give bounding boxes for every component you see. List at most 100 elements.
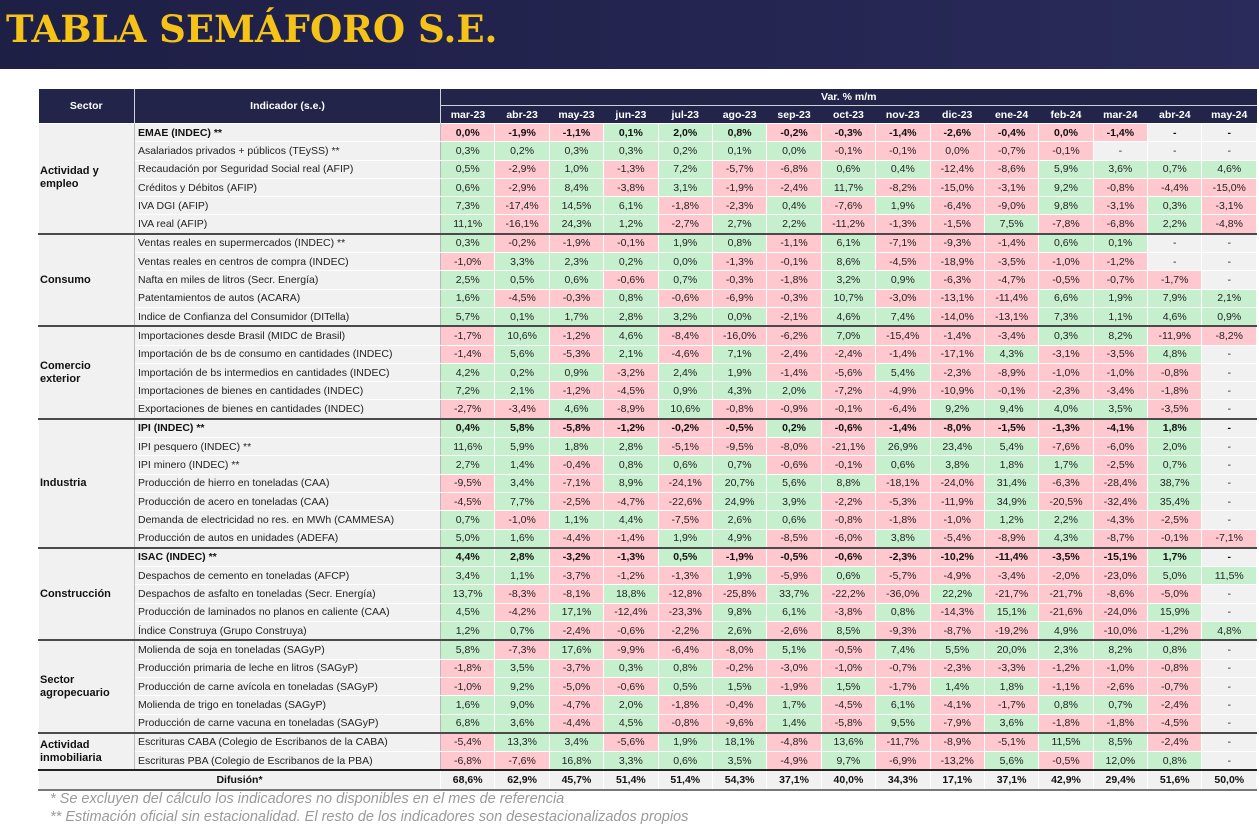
value-cell: -4,8% <box>766 731 822 753</box>
table-row: Escrituras PBA (Colegio de Escribanos de… <box>39 751 1258 771</box>
value-cell: 0,1% <box>1092 232 1149 254</box>
diffusion-row: Difusión* 68,6% 62,9% 45,7% 51,4% 51,4% 54,3% 3… <box>38 769 1258 792</box>
value-cell: 7,9% <box>1147 288 1203 308</box>
value-cell: 0,1% <box>711 141 768 161</box>
value-cell: -0,6% <box>766 455 822 475</box>
value-cell: -3,1% <box>983 177 1040 198</box>
value-cell: - <box>1201 141 1258 161</box>
value-cell: -0,7% <box>1092 270 1149 290</box>
table-row: Producción de acero en toneladas (CAA) -4… <box>39 491 1258 512</box>
value-cell: -0,8% <box>1092 177 1149 198</box>
month-header: feb-24 <box>1038 105 1094 124</box>
value-cell: 0,7% <box>439 510 496 530</box>
value-cell: -0,3% <box>711 270 768 290</box>
value-cell: -7,3% <box>494 639 550 660</box>
value-cell: 3,8% <box>875 528 931 549</box>
value-cell: 2,4% <box>657 362 713 383</box>
value-cell: -1,8% <box>657 196 713 216</box>
value-cell: - <box>1201 584 1258 604</box>
value-cell: -5,3% <box>875 491 931 512</box>
value-cell: 1,1% <box>548 510 605 530</box>
sector-label: Consumo <box>38 232 135 327</box>
value-cell: -0,8% <box>820 510 877 530</box>
value-cell: -2,3% <box>875 546 931 568</box>
value-cell: -6,9% <box>711 288 768 308</box>
indicator-label: Ventas reales en centros de compra (INDE… <box>134 252 441 272</box>
value-cell: 11,5% <box>1038 731 1094 753</box>
value-cell: -6,4% <box>657 639 713 660</box>
value-cell: - <box>1201 695 1258 715</box>
value-cell: 3,4% <box>439 566 496 586</box>
table-row: Demanda de electricidad no res. en MWh (… <box>39 510 1258 530</box>
value-cell: -14,0% <box>929 306 985 327</box>
value-cell: -25,8% <box>711 584 768 604</box>
value-cell: -18,1% <box>875 473 931 493</box>
value-cell: 7,4% <box>875 639 931 660</box>
value-cell: -6,4% <box>929 196 985 216</box>
indicator-label: Importaciones de bienes en cantidades (I… <box>134 381 441 401</box>
value-cell: 0,6% <box>657 455 713 475</box>
value-cell: 0,8% <box>875 602 931 623</box>
table-row: Recaudación por Seguridad Social real (A… <box>39 159 1258 179</box>
value-cell: 1,6% <box>494 528 550 549</box>
value-cell: 9,2% <box>1038 177 1094 198</box>
month-header: nov-23 <box>875 105 931 124</box>
table-row: IVA DGI (AFIP) 7,3% -17,4% 14,5% 6,1% -1,8% -2… <box>39 196 1258 216</box>
value-cell: -11,4% <box>983 288 1040 308</box>
page-title: TABLA SEMÁFORO S.E. <box>6 7 498 51</box>
table-row: Construcción ISAC (INDEC) ** 4,4% 2,8% -3,2%… <box>38 546 1258 641</box>
value-cell: -0,3% <box>820 122 877 143</box>
value-cell: -15,4% <box>875 325 931 346</box>
value-cell: -1,8% <box>439 658 496 678</box>
table-row: Producción de carne vacuna en toneladas … <box>39 713 1258 734</box>
value-cell: -1,7% <box>983 695 1040 715</box>
value-cell: 2,1% <box>494 381 550 401</box>
value-cell: 1,9% <box>657 528 713 549</box>
diffusion-value: 68,6% <box>439 769 496 792</box>
value-cell: -3,2% <box>548 546 605 568</box>
indicator-label: Escrituras PBA (Colegio de Escribanos de… <box>134 751 441 771</box>
indicator-label: Producción primaria de leche en litros (… <box>134 658 441 678</box>
value-cell: -9,5% <box>711 437 768 457</box>
indicator-label: Producción de laminados no planos en cal… <box>134 602 441 623</box>
value-cell: -1,0% <box>439 676 496 697</box>
header-variation-group: Var. % m/m <box>440 89 1257 106</box>
value-cell: -3,1% <box>1201 196 1258 216</box>
value-cell: -2,4% <box>820 344 877 364</box>
value-cell: -14,3% <box>929 602 985 623</box>
table-row: Producción primaria de leche en litros (… <box>39 658 1258 678</box>
indicator-label: Producción de carne vacuna en toneladas … <box>134 713 441 734</box>
value-cell: -1,2% <box>548 381 605 401</box>
value-cell: -5,8% <box>820 713 877 734</box>
value-cell: -7,6% <box>820 196 877 216</box>
table-row: Producción de laminados no planos en cal… <box>39 602 1258 623</box>
value-cell: -15,0% <box>1201 177 1258 198</box>
value-cell: -0,1% <box>983 381 1040 401</box>
table-row: Despachos de asfalto en toneladas (Secr.… <box>39 584 1258 604</box>
value-cell: -11,2% <box>820 214 877 235</box>
footnote-2: ** Estimación oficial sin estacionalidad… <box>50 809 689 825</box>
value-cell: -0,7% <box>983 141 1040 161</box>
sector-label: Actividad y empleo <box>38 122 135 235</box>
value-cell: -10,2% <box>929 546 985 568</box>
value-cell: 7,0% <box>820 325 877 346</box>
value-cell: 14,5% <box>548 196 605 216</box>
table-row: Producción de autos en unidades (ADEFA) 5… <box>39 528 1258 549</box>
traffic-light-table-container: Sector Indicador (s.e.) Var. % m/m mar-2… <box>38 89 1258 792</box>
value-cell: -1,8% <box>1092 713 1149 734</box>
value-cell: -3,4% <box>983 325 1040 346</box>
diffusion-value: 37,1% <box>983 769 1040 792</box>
value-cell: -16,0% <box>711 325 768 346</box>
value-cell: -9,3% <box>929 232 985 254</box>
indicator-label: Molienda de soja en toneladas (SAGyP) <box>134 639 441 660</box>
table-row: Actividad y empleo EMAE (INDEC) ** 0,0% -1,… <box>38 122 1258 235</box>
value-cell: -1,7% <box>439 325 496 346</box>
value-cell: -3,2% <box>603 362 659 383</box>
value-cell: -8,0% <box>929 417 985 439</box>
value-cell: -7,5% <box>657 510 713 530</box>
value-cell: -0,9% <box>766 399 822 420</box>
header-indicator: Indicador (s.e.) <box>134 89 441 124</box>
value-cell: 0,8% <box>711 122 768 143</box>
value-cell: -8,4% <box>657 325 713 346</box>
value-cell: -4,7% <box>983 270 1040 290</box>
